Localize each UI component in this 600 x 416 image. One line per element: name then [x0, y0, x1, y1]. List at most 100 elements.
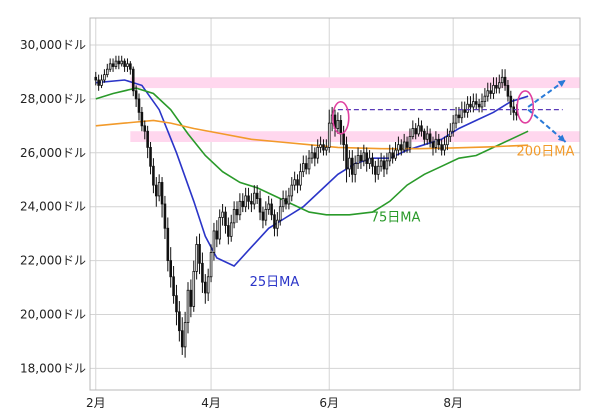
candle: [261, 206, 265, 229]
x-tick-label: 6月: [319, 396, 339, 410]
candle: [270, 198, 273, 221]
candle-body: [322, 144, 325, 151]
candle-body: [492, 84, 495, 94]
candle: [322, 139, 325, 156]
candle: [146, 125, 149, 159]
candle-body: [345, 144, 348, 170]
candle: [307, 150, 311, 175]
candle-body: [365, 152, 368, 164]
y-tick-label: 18,000ドル: [20, 361, 86, 375]
candle: [100, 74, 103, 89]
candle: [192, 260, 196, 312]
candle: [276, 212, 279, 237]
candle-body: [224, 211, 227, 226]
candle: [495, 77, 498, 94]
candle-body: [209, 252, 213, 278]
candle: [483, 88, 487, 107]
candle-body: [290, 184, 294, 197]
candle: [287, 187, 291, 210]
candle: [394, 142, 397, 161]
candle-body: [123, 60, 126, 67]
candle: [509, 90, 513, 116]
candle: [241, 193, 245, 213]
candle: [163, 195, 167, 240]
candle: [232, 201, 236, 229]
candle: [463, 101, 466, 118]
candle-body: [198, 244, 201, 264]
candle: [336, 112, 340, 134]
candle-body: [313, 152, 317, 159]
candle-body: [94, 76, 98, 81]
moving-average-label: 200日MA: [516, 144, 574, 159]
candle-body: [443, 144, 446, 151]
candle: [348, 150, 351, 178]
candle: [212, 222, 216, 261]
candle-body: [227, 225, 230, 237]
candle-body: [126, 63, 129, 67]
candle: [284, 190, 288, 210]
candle-body: [175, 295, 178, 313]
resistance-band: [130, 77, 580, 89]
candle: [420, 120, 423, 137]
candle: [477, 98, 481, 113]
candle-body: [157, 182, 161, 197]
candle: [397, 136, 400, 156]
candle-body: [192, 270, 196, 307]
candle: [198, 233, 201, 275]
candle: [273, 209, 276, 237]
candle: [391, 147, 394, 164]
candle-body: [423, 130, 426, 140]
candle: [117, 55, 121, 70]
candle: [454, 106, 458, 129]
plot-area-frame: [89, 17, 581, 391]
candle-body: [498, 82, 501, 89]
candle: [503, 69, 507, 91]
candle-body: [281, 198, 285, 208]
candle: [278, 198, 282, 226]
candle-body: [149, 146, 152, 167]
candle-body: [348, 157, 351, 170]
candle-body: [152, 165, 155, 186]
candle: [97, 74, 100, 91]
candle: [267, 195, 270, 215]
candle-body: [302, 163, 305, 173]
candle: [327, 109, 331, 153]
band-layer: [130, 77, 580, 142]
candle: [299, 163, 302, 191]
candle-body: [307, 157, 311, 170]
candle: [400, 139, 403, 156]
candle-body: [114, 60, 118, 67]
candle: [431, 136, 435, 156]
candle-body: [140, 111, 144, 127]
candle-body: [247, 195, 250, 202]
y-tick-label: 20,000ドル: [20, 308, 86, 322]
candle-body: [446, 136, 449, 146]
candle-body: [204, 281, 207, 294]
candle-body: [180, 330, 184, 348]
candle-body: [310, 152, 314, 159]
candle-body: [195, 244, 198, 272]
candle: [368, 150, 371, 169]
candle-body: [108, 63, 112, 70]
candle-body: [255, 192, 259, 200]
candle-body: [221, 211, 224, 218]
candle-body: [100, 79, 103, 86]
x-tick-label: 2月: [86, 396, 106, 410]
candle: [235, 201, 239, 223]
candle-body: [359, 155, 363, 162]
candle: [250, 193, 253, 213]
candle: [313, 147, 317, 167]
candle-body: [215, 230, 219, 240]
candle-body: [325, 146, 328, 151]
candle-body: [244, 195, 247, 208]
candle: [296, 174, 299, 194]
candle-body: [146, 130, 149, 148]
candle: [253, 185, 256, 210]
candle-body: [379, 160, 383, 167]
candle: [131, 66, 135, 97]
candle-body: [250, 200, 253, 205]
candle-body: [417, 125, 420, 135]
candle: [405, 136, 409, 153]
candle-body: [414, 128, 417, 135]
candle-body: [270, 203, 273, 216]
